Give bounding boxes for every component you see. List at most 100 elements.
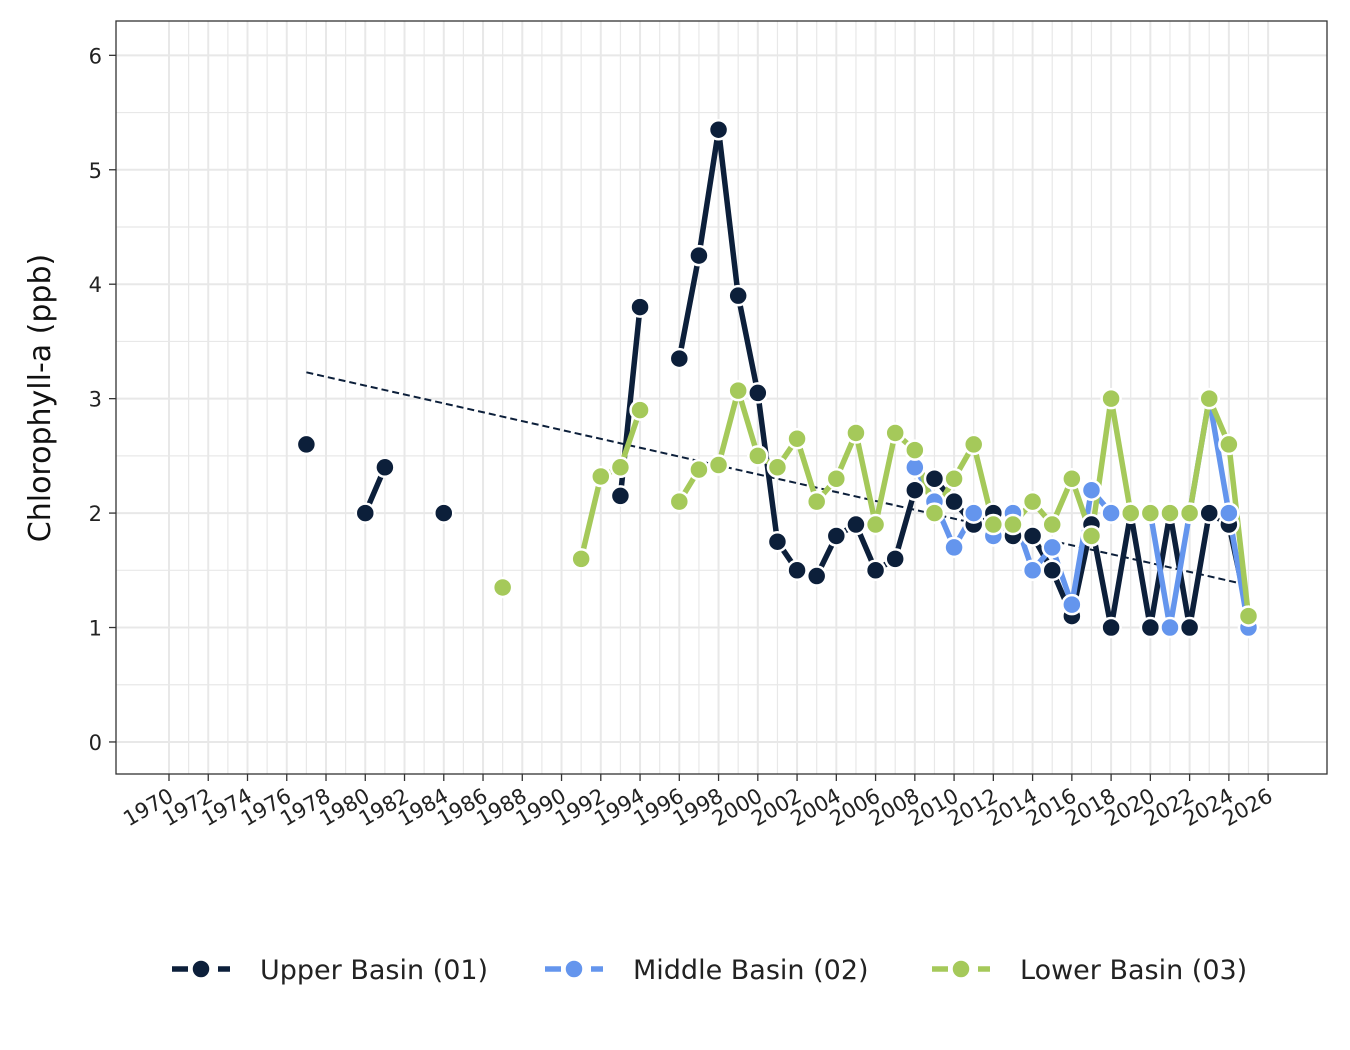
series-lower-point[interactable] bbox=[727, 379, 749, 402]
series-lower-point[interactable] bbox=[1061, 468, 1083, 490]
series-upper-point[interactable] bbox=[609, 485, 632, 507]
legend-item-middle[interactable]: Middle Basin (02) bbox=[545, 955, 869, 986]
series-lower-point[interactable] bbox=[707, 454, 730, 476]
legend-label: Upper Basin (01) bbox=[260, 955, 488, 986]
legend-item-lower[interactable]: Lower Basin (03) bbox=[932, 955, 1247, 986]
y-tick-label: 0 bbox=[89, 731, 102, 755]
series-lower-point[interactable] bbox=[805, 490, 828, 513]
series-lower-point[interactable] bbox=[629, 399, 651, 421]
series-lower-point[interactable] bbox=[864, 513, 887, 536]
series-upper-point[interactable] bbox=[433, 502, 455, 524]
series-lower-point[interactable] bbox=[825, 468, 848, 490]
trend-line-group bbox=[306, 371, 1249, 587]
series-lower-point[interactable] bbox=[1139, 502, 1162, 524]
series-upper-point[interactable] bbox=[668, 347, 691, 370]
series-lower-segment bbox=[1108, 395, 1134, 516]
series-upper-point[interactable] bbox=[943, 490, 965, 513]
series-lower-point[interactable] bbox=[1002, 513, 1024, 536]
series-lower-point[interactable] bbox=[1080, 525, 1103, 547]
y-tick-label: 2 bbox=[89, 502, 102, 526]
series-lower-point[interactable] bbox=[884, 422, 906, 444]
series-upper-segment bbox=[715, 126, 741, 299]
series-upper-point[interactable] bbox=[1041, 559, 1063, 582]
series-middle-point[interactable] bbox=[1100, 502, 1122, 524]
series-upper-segment bbox=[676, 252, 702, 362]
grid-lines bbox=[116, 21, 1327, 774]
legend[interactable]: Upper Basin (01) Middle Basin (02) Lower B… bbox=[172, 955, 1247, 986]
series-middle-segment bbox=[1206, 395, 1232, 516]
series-upper-point[interactable] bbox=[766, 530, 789, 553]
series-lower-point[interactable] bbox=[1218, 433, 1240, 456]
legend-key-marker bbox=[950, 958, 972, 980]
series-upper-point[interactable] bbox=[786, 559, 808, 582]
y-tick-label: 1 bbox=[89, 617, 102, 641]
series-upper-point[interactable] bbox=[923, 468, 946, 490]
series-upper-point[interactable] bbox=[805, 565, 828, 587]
series-lower-point[interactable] bbox=[688, 458, 710, 481]
series-lower-point[interactable] bbox=[766, 456, 789, 479]
y-axis-title: Chlorophyll-a (ppb) bbox=[23, 254, 58, 542]
legend-key-marker bbox=[563, 958, 585, 980]
series-middle-point[interactable] bbox=[1041, 536, 1063, 559]
series-lower-point[interactable] bbox=[982, 513, 1005, 536]
series-upper-segment bbox=[892, 487, 918, 562]
series-middle-point[interactable] bbox=[943, 536, 965, 559]
series-lower-segment bbox=[1088, 395, 1114, 539]
series-upper-point[interactable] bbox=[1198, 502, 1220, 524]
series-middle-point[interactable] bbox=[1218, 502, 1240, 524]
series-lower-point[interactable] bbox=[1119, 502, 1142, 524]
series-upper-point[interactable] bbox=[1021, 525, 1044, 547]
series-upper-point[interactable] bbox=[727, 284, 749, 307]
trend-line bbox=[306, 371, 1249, 587]
series-middle-point[interactable] bbox=[962, 502, 985, 524]
series-upper-point[interactable] bbox=[864, 559, 887, 582]
legend-item-upper[interactable]: Upper Basin (01) bbox=[172, 955, 488, 986]
series-upper-point[interactable] bbox=[845, 513, 867, 536]
series-lower-point[interactable] bbox=[1178, 502, 1201, 524]
series-upper-point[interactable] bbox=[1178, 616, 1201, 639]
series-lower-point[interactable] bbox=[1021, 490, 1044, 513]
series-lower-point[interactable] bbox=[904, 439, 926, 461]
series-lower-point[interactable] bbox=[668, 490, 691, 513]
series-upper-point[interactable] bbox=[374, 456, 396, 479]
series-lower-point[interactable] bbox=[747, 445, 769, 467]
series-upper-point[interactable] bbox=[747, 382, 769, 404]
series-upper-point[interactable] bbox=[354, 502, 377, 524]
series-lower-point[interactable] bbox=[1159, 502, 1181, 524]
series-lower-point[interactable] bbox=[491, 576, 514, 599]
series-lower-segment bbox=[578, 473, 604, 562]
series-lower-point[interactable] bbox=[1100, 387, 1122, 410]
series-middle-point[interactable] bbox=[1061, 593, 1083, 616]
series-middle-point[interactable] bbox=[1021, 559, 1044, 582]
series-lower-point[interactable] bbox=[1237, 605, 1260, 627]
series-lower-point[interactable] bbox=[1041, 513, 1063, 536]
series-lower-point[interactable] bbox=[609, 456, 632, 479]
series-lower-point[interactable] bbox=[943, 468, 965, 490]
series-lower-segment bbox=[735, 387, 761, 459]
series-upper-point[interactable] bbox=[629, 296, 651, 318]
series-upper-point[interactable] bbox=[825, 525, 848, 547]
series-lower-point[interactable] bbox=[570, 548, 592, 570]
series-lower-points bbox=[491, 379, 1260, 627]
legend-label: Middle Basin (02) bbox=[633, 955, 869, 986]
series-lower-segment bbox=[1226, 441, 1252, 619]
y-tick-label: 3 bbox=[89, 388, 102, 412]
series-lower-point[interactable] bbox=[845, 422, 867, 444]
series-upper-point[interactable] bbox=[688, 244, 710, 267]
series-upper-point[interactable] bbox=[1100, 616, 1122, 639]
series-upper-point[interactable] bbox=[904, 479, 926, 501]
series-upper-point[interactable] bbox=[707, 118, 730, 141]
series-lower-point[interactable] bbox=[962, 433, 985, 456]
series-upper-point[interactable] bbox=[884, 548, 906, 570]
series-middle-point[interactable] bbox=[1159, 616, 1181, 639]
series-lower-point[interactable] bbox=[786, 427, 808, 450]
series-upper-point[interactable] bbox=[295, 433, 318, 456]
series-upper-segment bbox=[1186, 510, 1212, 631]
series-lower-point[interactable] bbox=[923, 502, 946, 524]
series-upper-point[interactable] bbox=[1139, 616, 1162, 639]
series-middle-point[interactable] bbox=[1080, 479, 1103, 501]
series-lower-point[interactable] bbox=[590, 465, 612, 488]
series-lower-point[interactable] bbox=[1198, 387, 1220, 410]
